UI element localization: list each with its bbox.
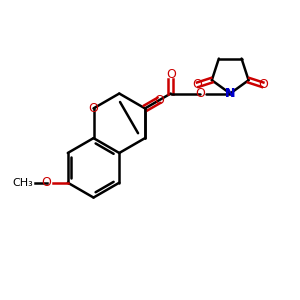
Text: O: O [193, 78, 202, 91]
Text: O: O [258, 78, 268, 91]
Text: O: O [196, 87, 206, 100]
Text: CH₃: CH₃ [13, 178, 34, 188]
Text: O: O [166, 68, 176, 81]
Text: N: N [225, 87, 236, 100]
Text: O: O [42, 176, 51, 189]
Text: N: N [225, 87, 236, 100]
Text: O: O [154, 94, 164, 107]
Text: O: O [88, 102, 98, 115]
